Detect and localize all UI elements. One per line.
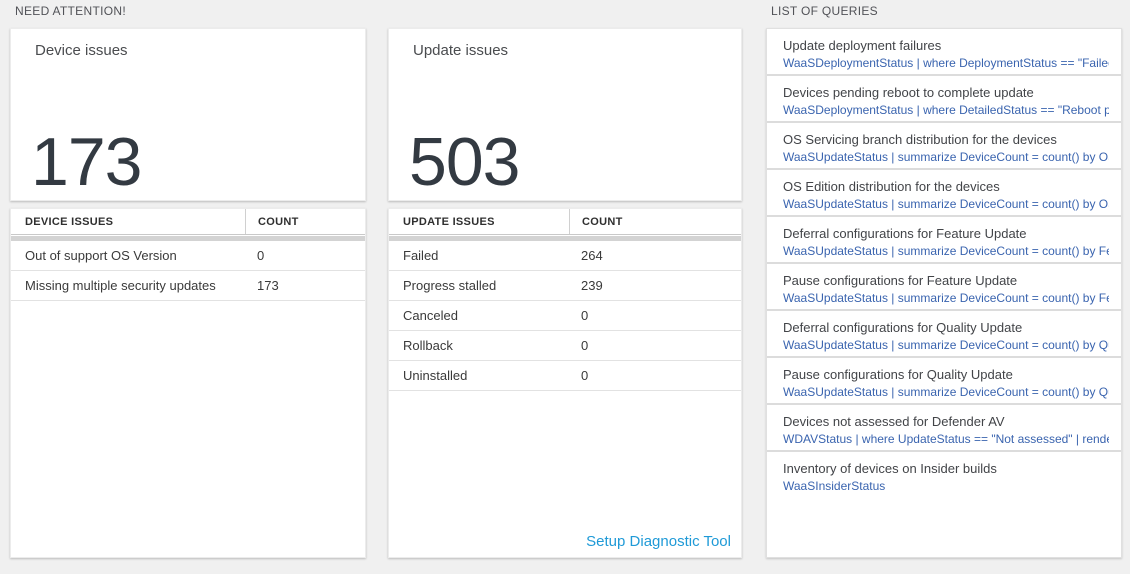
issue-count: 0 (581, 368, 589, 383)
query-list-item[interactable]: OS Servicing branch distribution for the… (767, 123, 1121, 170)
query-list-item[interactable]: Pause configurations for Quality Update … (767, 358, 1121, 405)
query-title: Devices not assessed for Defender AV (783, 414, 1005, 429)
query-list-panel: Update deployment failures WaaSDeploymen… (766, 28, 1122, 558)
column-header-count: COUNT (569, 209, 741, 234)
issue-label: Missing multiple security updates (25, 278, 216, 293)
update-issues-count: 503 (409, 124, 520, 200)
table-row[interactable]: Failed 264 (389, 241, 741, 271)
table-row[interactable]: Missing multiple security updates 173 (11, 271, 365, 301)
query-code: WaaSUpdateStatus | summarize DeviceCount… (783, 338, 1109, 352)
query-list-item[interactable]: Inventory of devices on Insider builds W… (767, 452, 1121, 499)
update-issues-table-header: UPDATE ISSUES COUNT (389, 209, 741, 235)
device-issues-table-header: DEVICE ISSUES COUNT (11, 209, 365, 235)
table-row[interactable]: Canceled 0 (389, 301, 741, 331)
column-header-count: COUNT (245, 209, 365, 234)
query-title: OS Edition distribution for the devices (783, 179, 1000, 194)
issue-label: Rollback (403, 338, 453, 353)
table-row[interactable]: Out of support OS Version 0 (11, 241, 365, 271)
need-attention-label: NEED ATTENTION! (15, 4, 126, 18)
query-title: Pause configurations for Feature Update (783, 273, 1018, 288)
table-header-band (389, 236, 741, 241)
issue-label: Out of support OS Version (25, 248, 177, 263)
update-issues-title: Update issues (413, 42, 509, 59)
setup-diagnostic-tool-link[interactable]: Setup Diagnostic Tool (586, 533, 731, 550)
device-issues-table: DEVICE ISSUES COUNT Out of support OS Ve… (10, 208, 366, 558)
query-list-item[interactable]: Pause configurations for Feature Update … (767, 264, 1121, 311)
issue-count: 173 (257, 278, 279, 293)
query-list-item[interactable]: OS Edition distribution for the devices … (767, 170, 1121, 217)
issue-label: Failed (403, 248, 439, 263)
query-list-item[interactable]: Deferral configurations for Quality Upda… (767, 311, 1121, 358)
column-header-device-issues: DEVICE ISSUES (25, 216, 114, 228)
query-list-item[interactable]: Update deployment failures WaaSDeploymen… (767, 29, 1121, 76)
issue-label: Uninstalled (403, 368, 468, 383)
query-code: WaaSUpdateStatus | summarize DeviceCount… (783, 244, 1109, 258)
query-code: WaaSDeploymentStatus | where DetailedSta… (783, 103, 1109, 117)
table-row[interactable]: Rollback 0 (389, 331, 741, 361)
query-code: WaaSUpdateStatus | summarize DeviceCount… (783, 291, 1109, 305)
query-code: WaaSUpdateStatus | summarize DeviceCount… (783, 197, 1109, 211)
update-issues-table: UPDATE ISSUES COUNT Failed 264 Progress … (388, 208, 742, 558)
column-header-update-issues: UPDATE ISSUES (403, 216, 495, 228)
table-header-band (11, 236, 365, 241)
issue-count: 0 (257, 248, 265, 263)
query-code: WaaSUpdateStatus | summarize DeviceCount… (783, 385, 1109, 399)
issue-count: 264 (581, 248, 603, 263)
query-code: WDAVStatus | where UpdateStatus == "Not … (783, 432, 1109, 446)
query-title: Pause configurations for Quality Update (783, 367, 1013, 382)
query-code: WaaSInsiderStatus (783, 479, 886, 493)
list-of-queries-label: LIST OF QUERIES (771, 4, 878, 18)
device-issues-count: 173 (31, 124, 142, 200)
issue-count: 0 (581, 308, 589, 323)
query-list-item[interactable]: Devices pending reboot to complete updat… (767, 76, 1121, 123)
table-row[interactable]: Progress stalled 239 (389, 271, 741, 301)
query-list-item[interactable]: Devices not assessed for Defender AV WDA… (767, 405, 1121, 452)
query-list-item[interactable]: Deferral configurations for Feature Upda… (767, 217, 1121, 264)
issue-label: Progress stalled (403, 278, 497, 293)
query-title: Devices pending reboot to complete updat… (783, 85, 1034, 100)
device-issues-tile[interactable]: Device issues 173 (10, 28, 366, 201)
query-title: Inventory of devices on Insider builds (783, 461, 997, 476)
issue-label: Canceled (403, 308, 458, 323)
table-row[interactable]: Uninstalled 0 (389, 361, 741, 391)
issue-count: 239 (581, 278, 603, 293)
query-title: Deferral configurations for Feature Upda… (783, 226, 1027, 241)
device-issues-title: Device issues (35, 42, 128, 59)
query-title: Update deployment failures (783, 38, 942, 53)
query-title: Deferral configurations for Quality Upda… (783, 320, 1023, 335)
issue-count: 0 (581, 338, 589, 353)
query-code: WaaSDeploymentStatus | where DeploymentS… (783, 56, 1109, 70)
query-code: WaaSUpdateStatus | summarize DeviceCount… (783, 150, 1109, 164)
update-issues-tile[interactable]: Update issues 503 (388, 28, 742, 201)
query-title: OS Servicing branch distribution for the… (783, 132, 1057, 147)
